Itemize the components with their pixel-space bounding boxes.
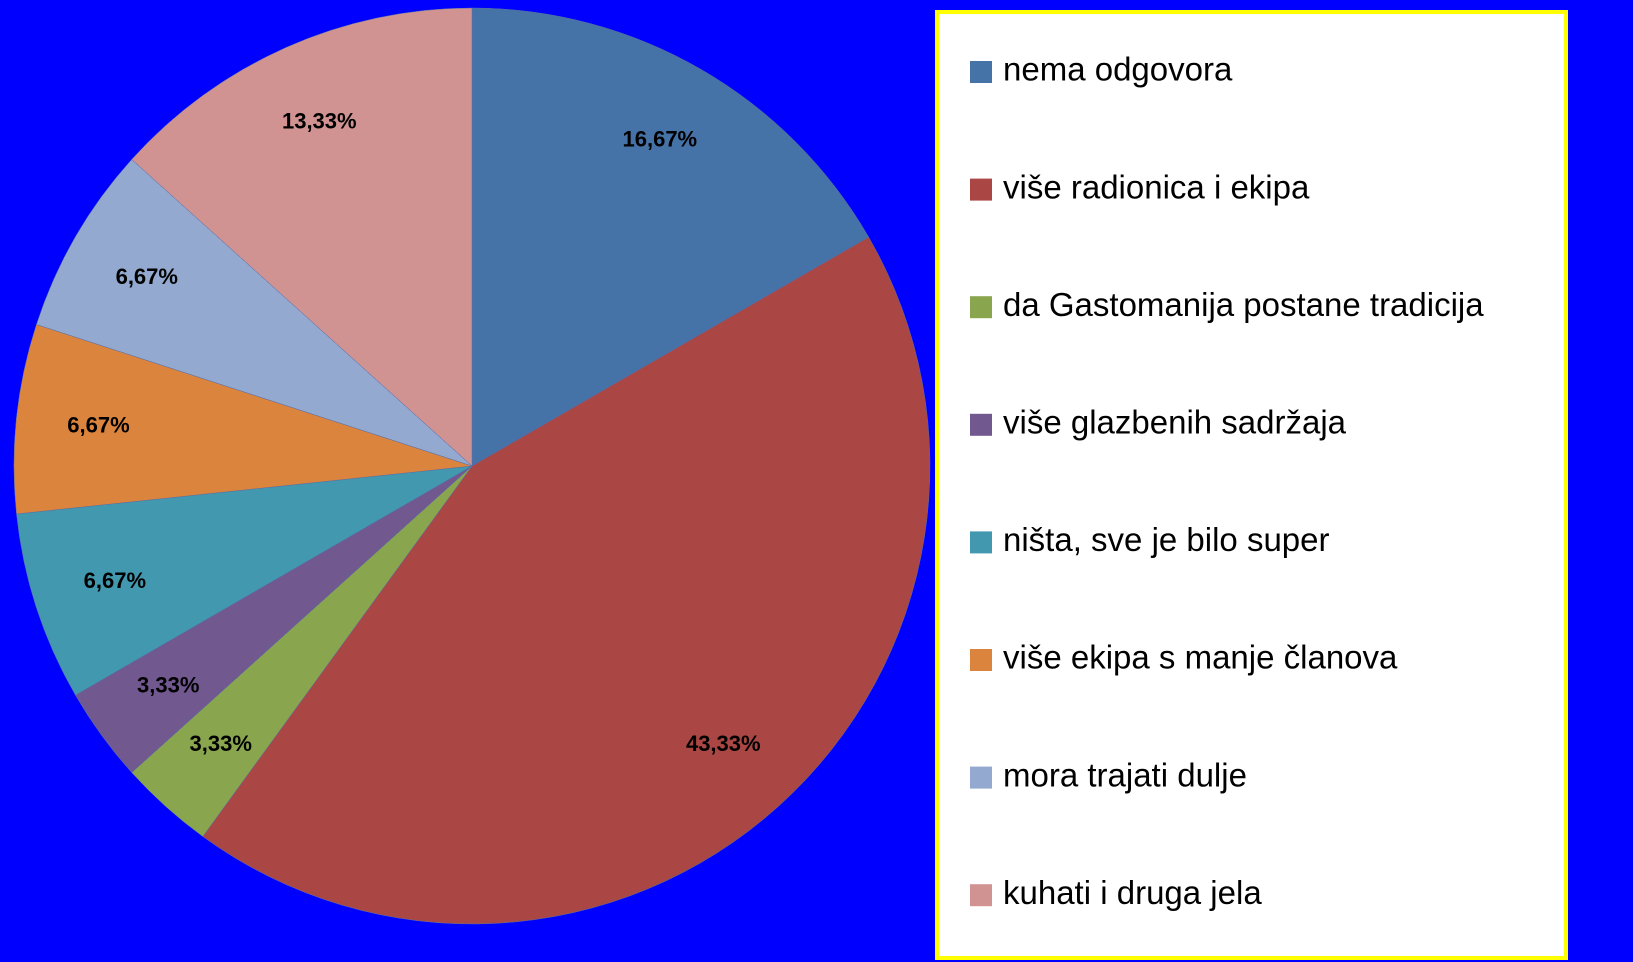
pie-slice <box>471 7 870 467</box>
value-label: 3,33% <box>137 673 199 698</box>
legend-label: više glazbenih sadržaja <box>1003 404 1347 441</box>
value-label: 6,67% <box>84 568 146 593</box>
pie-slice <box>13 324 473 515</box>
pie-slice <box>16 465 473 696</box>
legend-label: više ekipa s manje članova <box>1003 639 1398 676</box>
legend-label: da Gastomanija postane tradicija <box>1003 286 1484 323</box>
value-label: 6,67% <box>67 413 129 438</box>
value-label: 43,33% <box>686 731 761 756</box>
pie-slice <box>36 159 473 467</box>
legend-swatch <box>970 61 992 83</box>
legend-label: mora trajati dulje <box>1003 756 1247 793</box>
legend-swatch <box>970 413 992 436</box>
legend-label: više radionica i ekipa <box>1003 168 1310 205</box>
pie-slice <box>131 7 473 467</box>
legend-swatch <box>970 884 992 907</box>
legend-label: nema odgovora <box>1003 51 1233 88</box>
value-label: 16,67% <box>623 127 698 152</box>
pie-slice <box>202 236 931 925</box>
value-label: 6,67% <box>116 264 178 289</box>
legend-swatch <box>970 531 992 554</box>
legend-swatch <box>970 766 992 789</box>
legend-swatch <box>970 296 992 319</box>
legend-swatch <box>970 178 992 201</box>
legend-box <box>935 10 1568 960</box>
value-label: 13,33% <box>282 109 357 134</box>
legend-label: kuhati i druga jela <box>1003 874 1262 911</box>
legend-swatch <box>970 649 992 671</box>
value-label: 3,33% <box>190 731 252 756</box>
legend-label: ništa, sve je bilo super <box>1003 521 1330 558</box>
